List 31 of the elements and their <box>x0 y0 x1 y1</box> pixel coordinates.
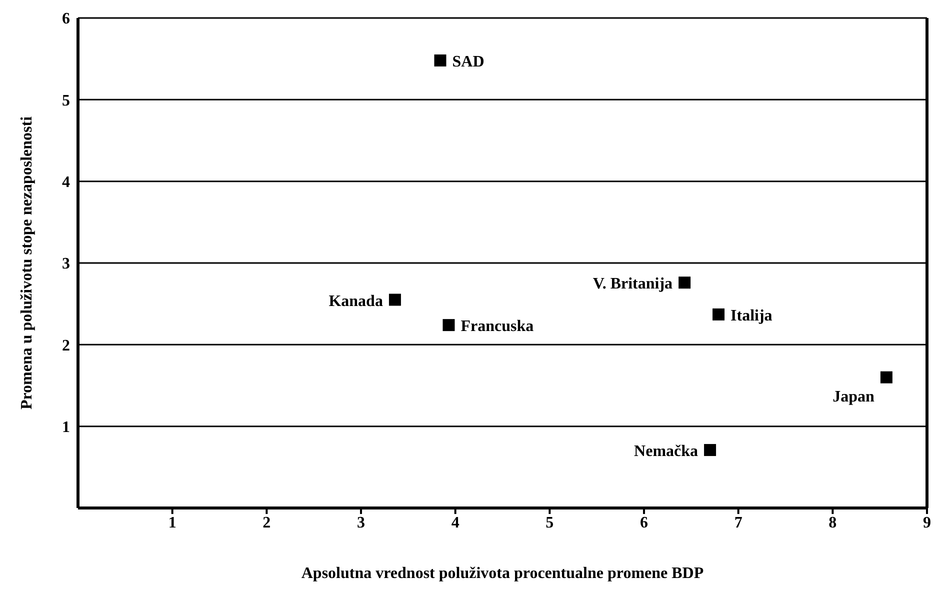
y-tick-label: 3 <box>62 256 70 273</box>
annotation: Italija <box>730 307 772 324</box>
x-tick-label: 1 <box>168 514 176 532</box>
annotation: SAD <box>452 53 484 70</box>
x-tick-label: 9 <box>923 514 931 532</box>
y-axis-title: Promena u poluživotu stope nezaposlenosti <box>18 116 36 410</box>
x-axis-title: Apsolutna vrednost poluživota procentualne promene BDP <box>301 565 704 582</box>
x-tick-label: 8 <box>828 514 837 532</box>
point <box>442 319 455 332</box>
x-tick-label: 4 <box>451 514 460 532</box>
point <box>880 371 892 384</box>
y-tick-label: 6 <box>62 10 70 28</box>
point <box>678 276 691 289</box>
y-tick-label: 5 <box>62 92 70 110</box>
y-tick-label: 4 <box>62 174 70 192</box>
y-tick-label: 1 <box>62 419 70 436</box>
annotation: Francuska <box>460 318 534 336</box>
point <box>712 308 725 320</box>
annotation: Kanada <box>328 292 383 310</box>
annotation: Nemačka <box>634 443 698 460</box>
x-tick-label: 3 <box>357 514 365 532</box>
x-tick-label: 2 <box>262 514 271 532</box>
x-tick-label: 5 <box>546 514 554 532</box>
x-tick-label: 7 <box>734 514 742 532</box>
point <box>434 54 446 66</box>
point <box>388 294 401 306</box>
annotation: Japan <box>832 388 875 406</box>
point <box>704 444 716 456</box>
y-tick-label: 2 <box>62 337 70 354</box>
x-tick-label: 6 <box>640 514 648 532</box>
annotation: V. Britanija <box>592 276 673 293</box>
